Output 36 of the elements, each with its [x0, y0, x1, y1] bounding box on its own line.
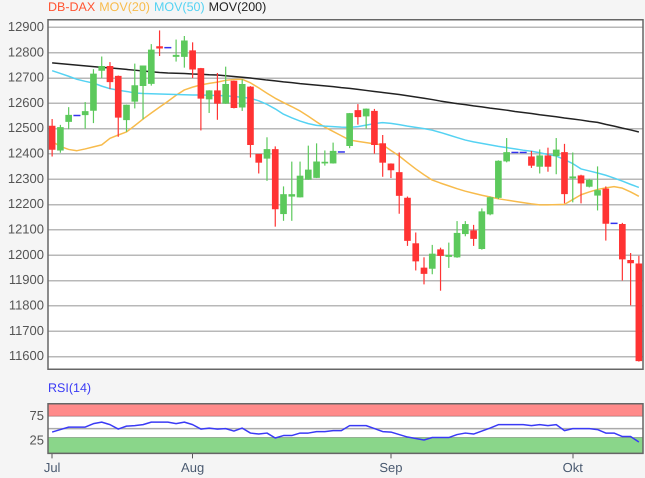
candlestick [90, 68, 97, 124]
candlestick [264, 136, 270, 182]
y-tick-label: 12300 [8, 170, 44, 186]
y-tick-label: 12700 [8, 70, 44, 85]
text: MOV(50) [154, 0, 205, 14]
y-tick-label: 12400 [8, 146, 44, 161]
text: DB-DAX [48, 0, 96, 14]
x-tick-label: Sep [379, 460, 403, 475]
candlestick [404, 196, 411, 246]
candlestick [247, 86, 254, 158]
y-tick-label: 12800 [8, 44, 44, 60]
candlestick [594, 166, 601, 212]
y-tick-label: 11900 [8, 272, 44, 288]
y-tick-label: 25 [30, 432, 44, 448]
y-tick-label: 12100 [8, 222, 44, 237]
candlestick [561, 143, 568, 204]
y-tick-label: 11600 [8, 348, 44, 364]
candlestick [420, 256, 428, 285]
y-tick-label: 12600 [8, 94, 44, 110]
y-tick-label: 11700 [8, 322, 44, 338]
y-tick-label: 11800 [8, 297, 44, 312]
text: RSI(14) [48, 381, 92, 395]
y-tick-label: 12000 [8, 246, 44, 262]
candlestick [230, 80, 238, 110]
candlestick [388, 162, 394, 179]
x-tick-label: Aug [181, 460, 204, 475]
x-tick-label: Jul [44, 460, 61, 475]
text: MOV(200) [208, 0, 266, 14]
x-tick-label: Okt [562, 460, 584, 475]
text: MOV(20) [99, 0, 150, 14]
candlestick [437, 247, 444, 292]
y-tick-label: 12200 [8, 196, 44, 212]
candlestick [578, 174, 584, 204]
y-tick-label: 12500 [8, 120, 44, 136]
y-tick-label: 75 [30, 408, 44, 423]
y-tick-label: 12900 [8, 18, 44, 34]
